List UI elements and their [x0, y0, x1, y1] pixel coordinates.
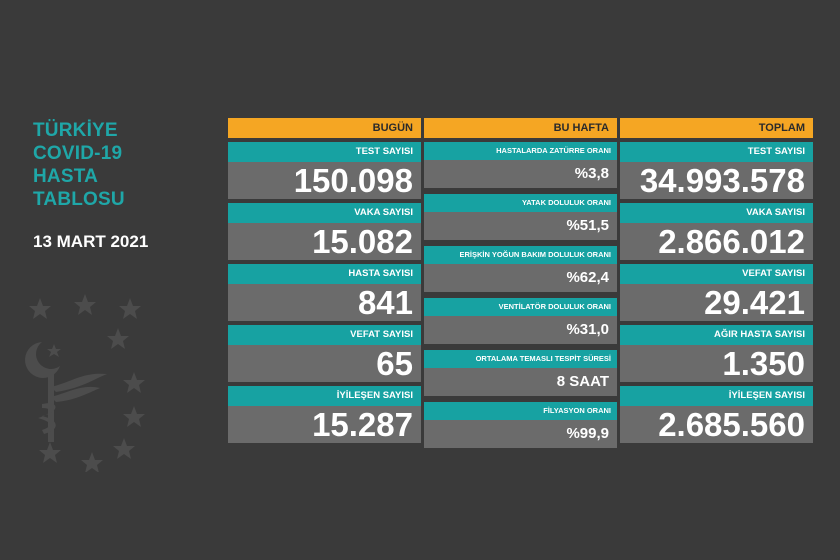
card-value: 15.287: [228, 406, 421, 443]
card-value: %99,9: [424, 420, 617, 448]
week-contact-tracing-card: ORTALAMA TEMASLI TESPİT SÜRESİ 8 SAAT: [424, 350, 617, 396]
card-label: TEST SAYISI: [620, 142, 813, 162]
card-label: VENTİLATÖR DOLULUK ORANI: [424, 298, 617, 316]
today-patient-card: HASTA SAYISI 841: [228, 264, 421, 321]
title-line: TABLOSU: [33, 189, 125, 210]
card-label: ERİŞKİN YOĞUN BAKIM DOLULUK ORANI: [424, 246, 617, 264]
today-case-card: VAKA SAYISI 15.082: [228, 203, 421, 260]
card-label: AĞIR HASTA SAYISI: [620, 325, 813, 345]
total-recovered-card: İYİLEŞEN SAYISI 2.685.560: [620, 386, 813, 443]
total-death-card: VEFAT SAYISI 29.421: [620, 264, 813, 321]
week-header: BU HAFTA: [424, 118, 617, 138]
week-bed-occupancy-card: YATAK DOLULUK ORANI %51,5: [424, 194, 617, 240]
today-header: BUGÜN: [228, 118, 421, 138]
card-value: 15.082: [228, 223, 421, 260]
total-case-card: VAKA SAYISI 2.866.012: [620, 203, 813, 260]
card-label: ORTALAMA TEMASLI TESPİT SÜRESİ: [424, 350, 617, 368]
card-label: YATAK DOLULUK ORANI: [424, 194, 617, 212]
card-value: %3,8: [424, 160, 617, 188]
total-severe-patient-card: AĞIR HASTA SAYISI 1.350: [620, 325, 813, 382]
card-value: 1.350: [620, 345, 813, 382]
title-line: TÜRKİYE: [33, 120, 118, 141]
card-value: 841: [228, 284, 421, 321]
today-death-card: VEFAT SAYISI 65: [228, 325, 421, 382]
card-label: İYİLEŞEN SAYISI: [620, 386, 813, 406]
today-recovered-card: İYİLEŞEN SAYISI 15.287: [228, 386, 421, 443]
card-value: 2.866.012: [620, 223, 813, 260]
card-value: 29.421: [620, 284, 813, 321]
week-pneumonia-card: HASTALARDA ZATÜRRE ORANI %3,8: [424, 142, 617, 188]
ministry-of-health-emblem-icon: [25, 294, 145, 472]
total-column: TOPLAM TEST SAYISI 34.993.578 VAKA SAYIS…: [620, 118, 813, 447]
total-header: TOPLAM: [620, 118, 813, 138]
card-label: TEST SAYISI: [228, 142, 421, 162]
card-value: 2.685.560: [620, 406, 813, 443]
week-icu-occupancy-card: ERİŞKİN YOĞUN BAKIM DOLULUK ORANI %62,4: [424, 246, 617, 292]
page-title: TÜRKİYE COVID-19 HASTA TABLOSU: [33, 119, 125, 211]
card-value: 34.993.578: [620, 162, 813, 199]
title-line: COVID-19: [33, 143, 123, 164]
card-label: HASTA SAYISI: [228, 264, 421, 284]
week-ventilator-card: VENTİLATÖR DOLULUK ORANI %31,0: [424, 298, 617, 344]
card-label: İYİLEŞEN SAYISI: [228, 386, 421, 406]
today-column: BUGÜN TEST SAYISI 150.098 VAKA SAYISI 15…: [228, 118, 421, 447]
card-label: VAKA SAYISI: [228, 203, 421, 223]
card-value: 65: [228, 345, 421, 382]
card-label: VEFAT SAYISI: [620, 264, 813, 284]
card-value: %51,5: [424, 212, 617, 240]
card-label: FİLYASYON ORANI: [424, 402, 617, 420]
card-value: 8 SAAT: [424, 368, 617, 396]
card-value: 150.098: [228, 162, 421, 199]
report-date: 13 MART 2021: [33, 232, 149, 251]
card-value: %62,4: [424, 264, 617, 292]
week-filiation-card: FİLYASYON ORANI %99,9: [424, 402, 617, 448]
total-test-card: TEST SAYISI 34.993.578: [620, 142, 813, 199]
title-line: HASTA: [33, 166, 99, 187]
week-column: BU HAFTA HASTALARDA ZATÜRRE ORANI %3,8 Y…: [424, 118, 617, 454]
card-label: VEFAT SAYISI: [228, 325, 421, 345]
card-label: HASTALARDA ZATÜRRE ORANI: [424, 142, 617, 160]
card-label: VAKA SAYISI: [620, 203, 813, 223]
card-value: %31,0: [424, 316, 617, 344]
today-test-card: TEST SAYISI 150.098: [228, 142, 421, 199]
